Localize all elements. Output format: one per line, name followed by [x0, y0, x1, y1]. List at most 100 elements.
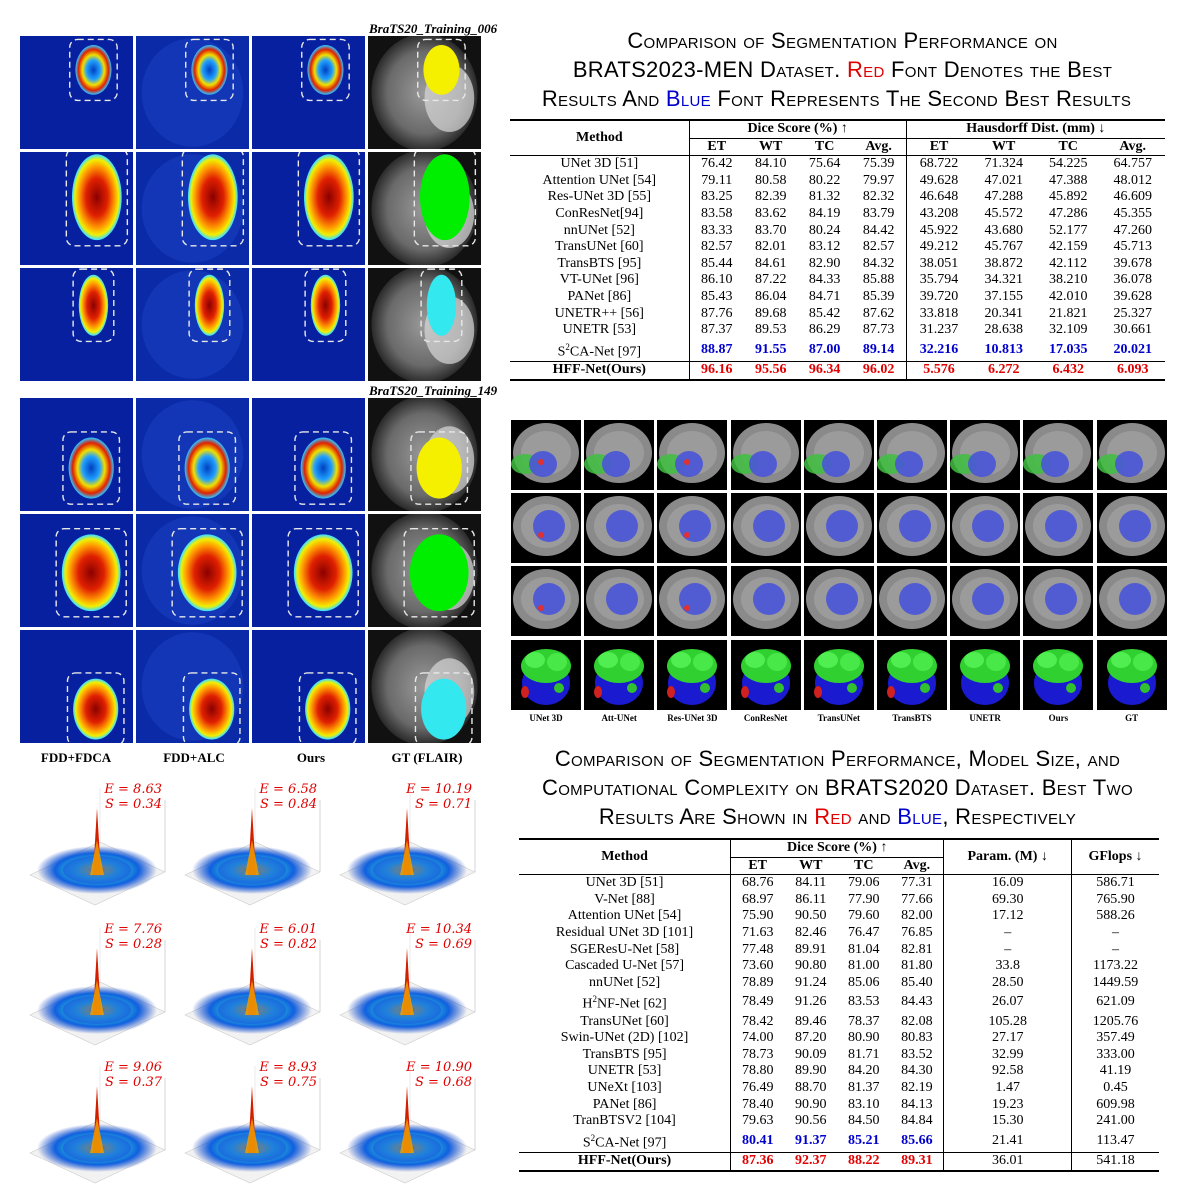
method-label: UNet 3D — [529, 713, 563, 723]
table-cell: 48.012 — [1113, 172, 1152, 188]
table-cell: 83.58 — [688, 205, 744, 223]
gt-flair-image — [368, 268, 481, 381]
3d-render-image — [950, 640, 1021, 710]
table-row-best: HFF-Net(Ours) 96.16 95.56 96.34 96.02 5.576 6.… — [510, 360, 1165, 381]
table-cell: UNet 3D [51] — [560, 156, 639, 172]
table-cell: 85.43 — [688, 288, 744, 306]
sub-header: TC — [837, 857, 891, 876]
sub-header: WT — [971, 138, 1036, 157]
table-cell: 10.813 — [984, 341, 1023, 357]
table-cell: 43.208 — [905, 205, 972, 223]
table-cell: 87.76 — [688, 305, 744, 323]
table-cell: 69.30 — [943, 891, 1072, 909]
table-cell: 95.56 — [743, 360, 798, 381]
entropy-value: E = 10.19 — [406, 782, 472, 797]
table-cell: 82.01 — [754, 239, 787, 255]
heatmap-image — [252, 36, 365, 149]
heatmap-image — [20, 398, 133, 511]
table-cell: 91.26 — [795, 994, 827, 1010]
table-cell: 84.13 — [901, 1096, 933, 1112]
mri-slice-image — [584, 493, 655, 563]
table-cell: HFF-Net(Ours) — [519, 1151, 731, 1172]
entropy-value: E = 6.01 — [259, 922, 317, 937]
table-cell: 71.324 — [984, 156, 1023, 172]
table-cell: 47.286 — [1048, 205, 1088, 221]
table-cell: 89.53 — [754, 322, 787, 338]
table-cell: 45.922 — [905, 222, 972, 240]
3d-render-image — [1023, 640, 1094, 710]
table-cell: 42.112 — [1049, 255, 1088, 271]
table-cell: 79.97 — [862, 172, 895, 188]
table-cell: 26.07 — [943, 991, 1072, 1014]
table-cell: 83.62 — [754, 205, 787, 221]
heatmap-image — [136, 36, 249, 149]
table-cell: 39.720 — [905, 288, 972, 306]
case-label: BraTS20_Training_006 — [367, 21, 500, 36]
table-cell: 113.47 — [1071, 1129, 1159, 1153]
table-row: nnUNet [52] 83.33 83.70 80.24 84.42 45.922 43.… — [510, 222, 1165, 240]
method-label: TransUNet — [817, 713, 860, 723]
table1-title-line: Results And Blue Font Represents The Sec… — [488, 84, 1185, 113]
heatmap-image — [252, 514, 365, 627]
sub-header: TC — [1035, 138, 1101, 157]
title-text: Font Represents The Second Best Results — [710, 86, 1132, 111]
table-cell: 83.53 — [848, 994, 880, 1010]
table-cell: 84.32 — [862, 255, 895, 271]
table1: Method Dice Score (%) ↑ Hausdorff Dist. … — [510, 118, 1165, 381]
table-cell: 47.388 — [1048, 172, 1088, 188]
entropy-value: E = 6.58 — [259, 782, 317, 797]
table1-title-line: Comparison of Segmentation Performance o… — [627, 28, 1058, 53]
mri-slice-image — [1096, 493, 1167, 563]
spectrum-plot: E = 10.34 S = 0.69 — [330, 920, 480, 1050]
table-cell: S2CA-Net [97] — [557, 341, 642, 360]
table-cell: 357.49 — [1071, 1030, 1159, 1047]
table-cell: UNETR++ [56] — [554, 305, 644, 321]
table-row: UNet 3D [51] 76.42 84.10 75.64 75.39 68.722 71… — [510, 155, 1165, 173]
heatmap-image — [136, 514, 249, 627]
table-cell: 82.57 — [862, 239, 895, 255]
gt-flair-image — [368, 630, 481, 743]
table-cell: 33.8 — [943, 958, 1072, 975]
sub-header: Avg. — [851, 138, 907, 157]
table-row-best: HFF-Net(Ours) 87.36 92.37 88.22 89.31 36.01 54… — [519, 1151, 1159, 1172]
dice-header: Dice Score (%) ↑ — [688, 118, 907, 139]
table-row: TranBTSV2 [104] 79.63 90.56 84.50 84.84 15.30… — [519, 1113, 1159, 1130]
title-text: , Respectively — [942, 804, 1077, 829]
table-cell: 621.09 — [1071, 991, 1159, 1014]
table-cell: Cascaded U-Net [57] — [565, 958, 685, 974]
table-cell: 75.90 — [730, 908, 785, 925]
table-cell: 82.81 — [901, 941, 933, 957]
table2-title-line: Comparison of Segmentation Performance, … — [554, 746, 1121, 771]
mri-slice-image — [657, 566, 728, 636]
table-cell: 43.680 — [984, 222, 1023, 238]
score-value: S = 0.68 — [414, 1075, 472, 1090]
mri-slice-image — [730, 420, 801, 490]
table-cell: 84.11 — [795, 875, 827, 891]
table-cell: 87.73 — [862, 322, 895, 338]
column-label: GT (FLAIR) — [391, 750, 463, 765]
table-cell: 36.078 — [1113, 272, 1152, 288]
table-cell: SGEResU-Net [58] — [569, 941, 680, 957]
table-cell: 82.57 — [688, 239, 744, 256]
table-cell: 588.26 — [1071, 908, 1159, 925]
table-cell: 84.33 — [808, 272, 841, 288]
mri-slice-image — [511, 420, 581, 490]
table-cell: – — [1071, 941, 1159, 959]
table-cell: 1449.59 — [1071, 974, 1159, 992]
table-cell: 1173.22 — [1071, 958, 1159, 975]
score-value: S = 0.34 — [104, 797, 162, 812]
3d-render-image — [584, 640, 655, 710]
entropy-value: E = 10.90 — [406, 1060, 472, 1075]
table-row-second: S2CA-Net [97] 80.41 91.37 85.21 85.66 21.41 11… — [519, 1129, 1159, 1153]
column-label: FDD+FDCA — [40, 750, 112, 765]
heatmap-image — [252, 268, 365, 381]
table-cell: 20.341 — [984, 305, 1023, 321]
table-row: UNETR [53] 78.80 89.90 84.20 84.30 92.58 41.19 — [519, 1063, 1159, 1080]
table-cell: 78.49 — [730, 991, 785, 1014]
table-cell: 85.21 — [848, 1132, 880, 1148]
hausdorff-header: Hausdorff Dist. (mm) ↓ — [905, 118, 1165, 139]
table-cell: 45.713 — [1113, 239, 1152, 255]
table-cell: 87.36 — [730, 1151, 785, 1172]
table-cell: 84.10 — [754, 156, 787, 172]
table-cell: 86.29 — [808, 322, 841, 338]
